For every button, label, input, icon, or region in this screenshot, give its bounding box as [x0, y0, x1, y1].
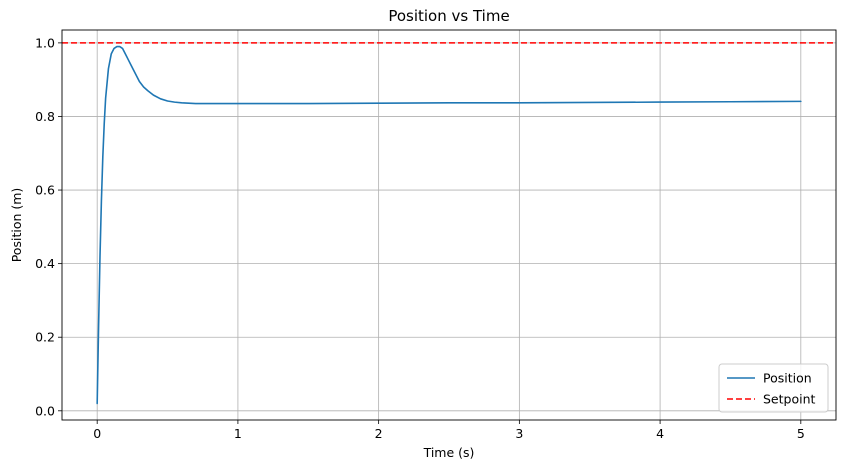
x-tick-label: 0 — [93, 426, 101, 441]
legend-label-position: Position — [763, 371, 812, 386]
y-tick-label: 0.0 — [35, 403, 55, 418]
x-tick-label: 3 — [515, 426, 523, 441]
plot-data — [62, 42, 836, 405]
x-tick-label: 4 — [656, 426, 664, 441]
x-tick-label: 2 — [375, 426, 383, 441]
grid-lines — [62, 30, 836, 420]
legend: Position Setpoint — [718, 363, 829, 413]
y-tick-label: 0.8 — [35, 109, 55, 124]
x-axis-label: Time (s) — [423, 445, 475, 460]
y-tick-label: 1.0 — [35, 35, 55, 50]
chart-title: Position vs Time — [388, 7, 509, 25]
y-axis-label: Position (m) — [9, 188, 24, 263]
legend-box — [718, 363, 829, 413]
y-tick-label: 0.4 — [35, 256, 55, 271]
axis-ticks: 0 1 2 3 4 5 0.0 0.2 0.4 0.6 0.8 1.0 — [35, 35, 805, 441]
x-tick-label: 1 — [234, 426, 242, 441]
plot-frame — [61, 29, 837, 421]
legend-label-setpoint: Setpoint — [763, 392, 816, 407]
y-tick-label: 0.2 — [35, 330, 55, 345]
x-tick-label: 5 — [797, 426, 805, 441]
series-line-position — [96, 45, 802, 405]
y-tick-label: 0.6 — [35, 183, 55, 198]
